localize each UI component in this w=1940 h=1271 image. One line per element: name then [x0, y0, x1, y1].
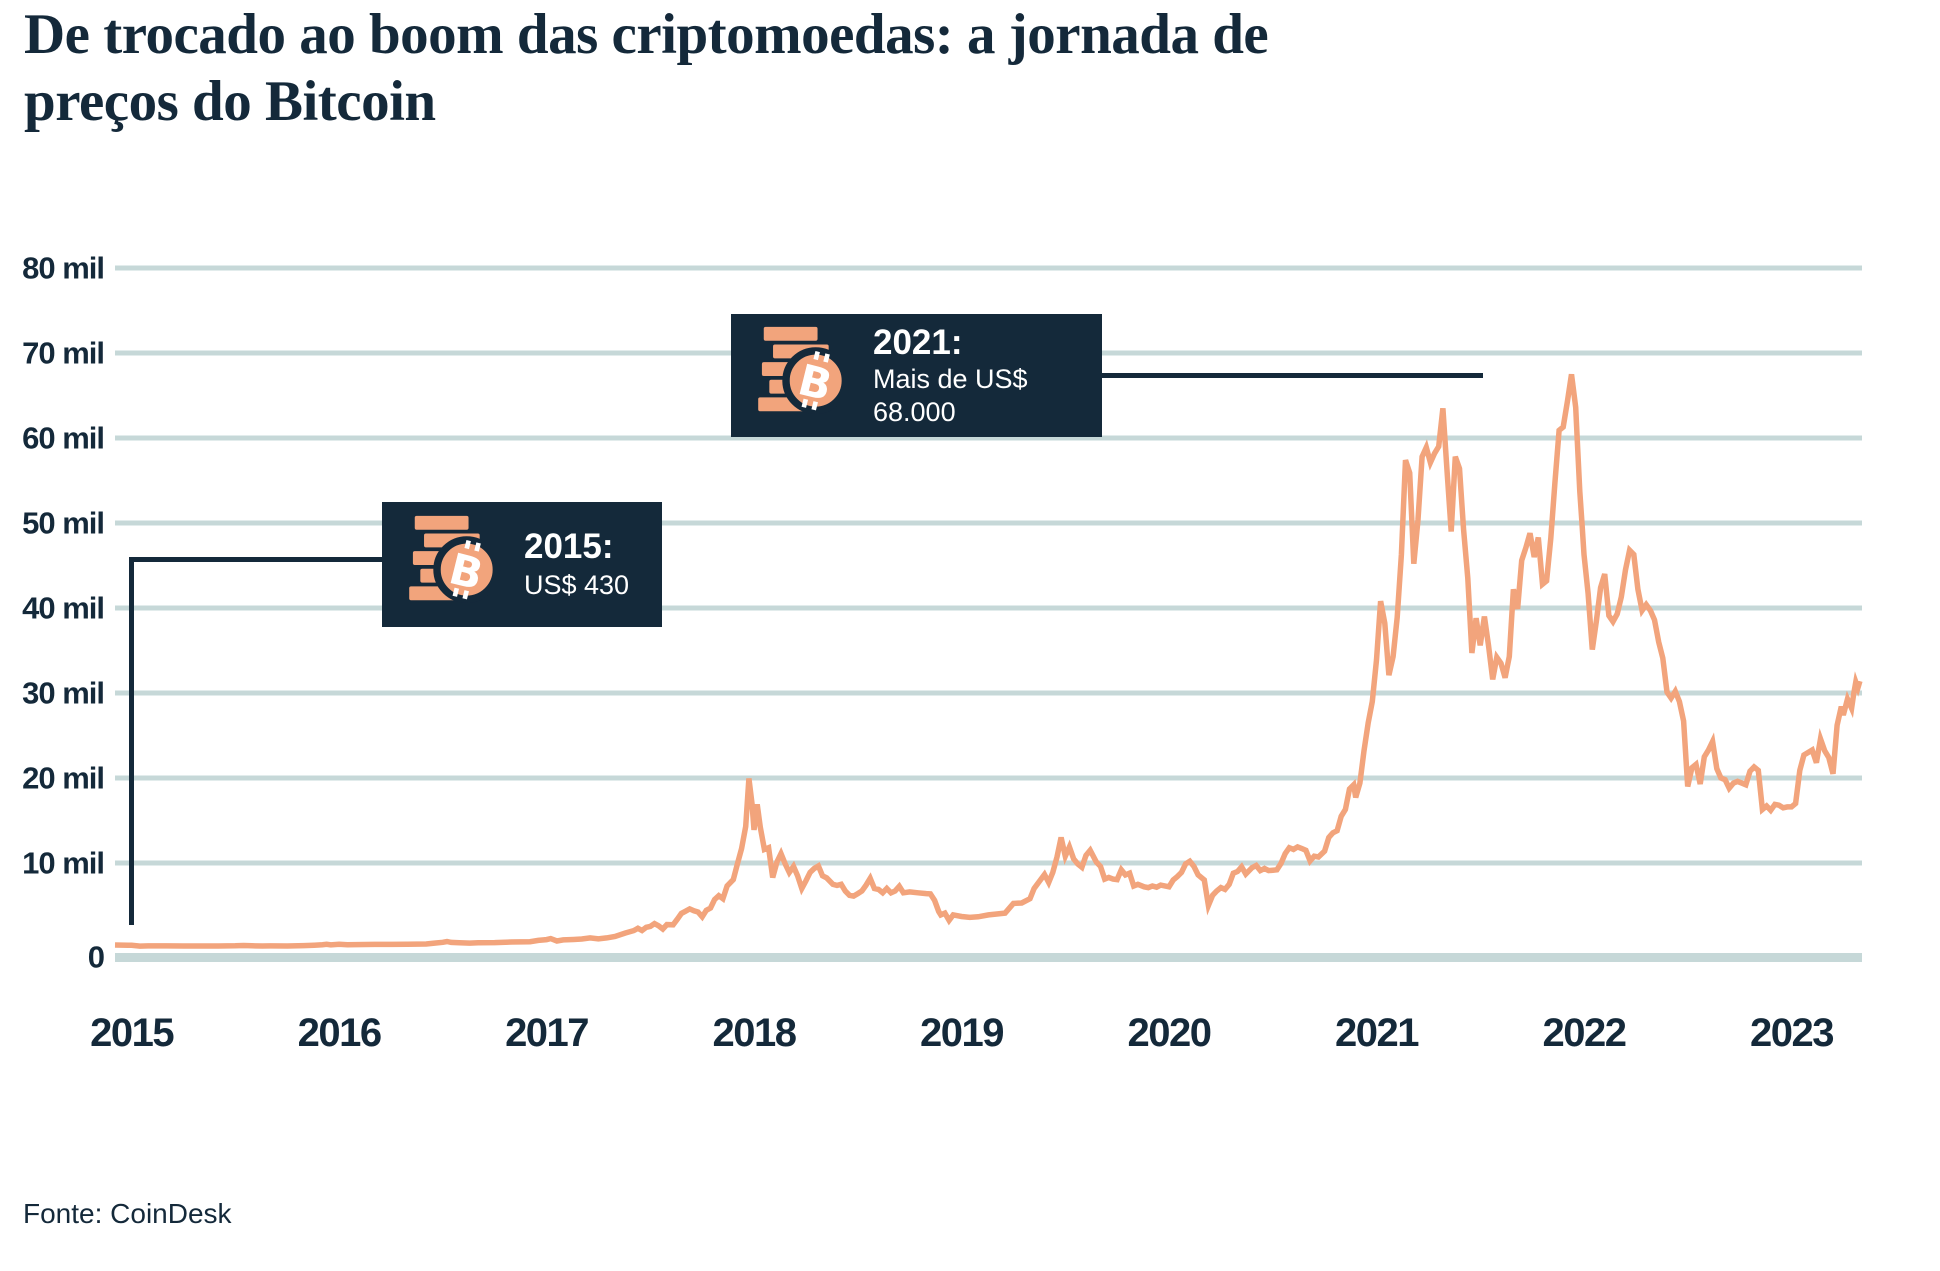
x-tick-label: 2019	[920, 1011, 1003, 1055]
annotation-2021-value2: 68.000	[873, 396, 956, 427]
y-tick-label: 30 mil	[22, 676, 104, 711]
x-tick-label: 2015	[90, 1011, 174, 1055]
page-title-line2: preços do Bitcoin	[24, 69, 436, 133]
annotation-2015-badge: B 2015: US$ 430	[382, 502, 662, 627]
page-title-line1: De trocado ao boom das criptomoedas: a j…	[24, 3, 1269, 66]
y-tick-label: 70 mil	[22, 336, 104, 371]
gridline	[115, 775, 1862, 781]
y-tick-label: 60 mil	[22, 421, 104, 456]
bitcoin-coins-icon: B	[758, 326, 850, 414]
gridline	[115, 605, 1862, 611]
callout-line-2015-horizontal	[129, 557, 384, 562]
callout-line-2021-horizontal	[1100, 373, 1483, 378]
x-tick-label: 2022	[1542, 1011, 1625, 1055]
y-tick-label: 0	[88, 940, 104, 975]
x-tick-label: 2021	[1335, 1011, 1419, 1055]
x-tick-label: 2016	[298, 1011, 381, 1055]
x-tick-label: 2017	[505, 1011, 588, 1055]
y-tick-label: 20 mil	[22, 761, 104, 796]
zero-axis-line	[115, 953, 1862, 962]
gridline	[115, 520, 1862, 526]
y-tick-label: 50 mil	[22, 506, 104, 541]
gridline	[115, 860, 1862, 866]
annotation-2015-year: 2015:	[524, 527, 614, 567]
bitcoin-coins-icon: B	[409, 515, 501, 603]
gridline	[115, 690, 1862, 696]
x-tick-label: 2020	[1128, 1011, 1211, 1055]
gridline	[115, 265, 1862, 271]
y-tick-label: 10 mil	[22, 846, 104, 881]
page-title: De trocado ao boom das criptomoedas: a j…	[24, 2, 1584, 135]
x-tick-label: 2023	[1750, 1011, 1833, 1055]
source-credit: Fonte: CoinDesk	[23, 1198, 232, 1229]
annotation-2021-year: 2021:	[873, 323, 963, 363]
bitcoin-price-line	[114, 373, 1863, 949]
x-tick-label: 2018	[713, 1011, 797, 1055]
y-tick-label: 80 mil	[22, 251, 104, 286]
y-tick-label: 40 mil	[22, 591, 104, 626]
annotation-2015-value: US$ 430	[524, 570, 630, 601]
annotation-2021-value1: Mais de US$	[873, 364, 1028, 395]
gridline	[115, 435, 1862, 441]
callout-line-2015-vertical	[129, 557, 134, 925]
annotation-2021-badge: B 2021: Mais de US$ 68.000	[731, 314, 1102, 437]
